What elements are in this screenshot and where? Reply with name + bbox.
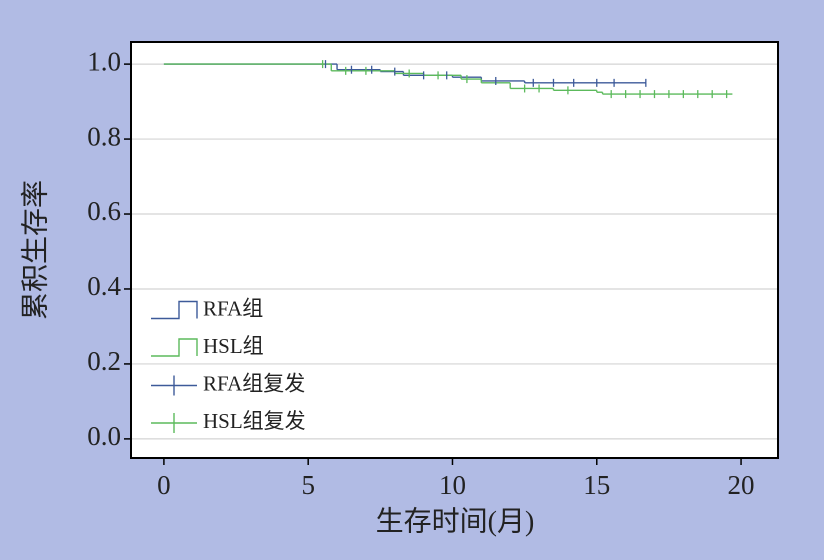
y-tick-label: 0.6 bbox=[87, 196, 121, 226]
legend-label: HSL组 bbox=[203, 334, 264, 358]
x-tick-label: 15 bbox=[583, 470, 610, 500]
x-axis-label: 生存时间(月) bbox=[376, 505, 535, 537]
x-tick-label: 5 bbox=[301, 470, 315, 500]
y-axis-label: 累积生存率 bbox=[19, 180, 51, 320]
legend-icon bbox=[151, 338, 198, 357]
legend-label: RFA组复发 bbox=[203, 371, 305, 395]
x-tick-label: 20 bbox=[728, 470, 755, 500]
plot-frame bbox=[130, 41, 779, 459]
legend-icon bbox=[151, 300, 198, 320]
y-tick-label: 0.8 bbox=[87, 121, 121, 151]
plot-area bbox=[131, 42, 778, 458]
y-tick-label: 0.4 bbox=[87, 271, 121, 301]
legend-label: HSL组复发 bbox=[203, 409, 306, 433]
y-tick-label: 1.0 bbox=[87, 46, 121, 76]
x-tick-label: 10 bbox=[439, 470, 466, 500]
x-tick-label: 0 bbox=[157, 470, 171, 500]
y-tick-label: 0.2 bbox=[87, 346, 121, 376]
y-tick-label: 0.0 bbox=[87, 421, 121, 451]
legend-label: RFA组 bbox=[203, 296, 263, 320]
